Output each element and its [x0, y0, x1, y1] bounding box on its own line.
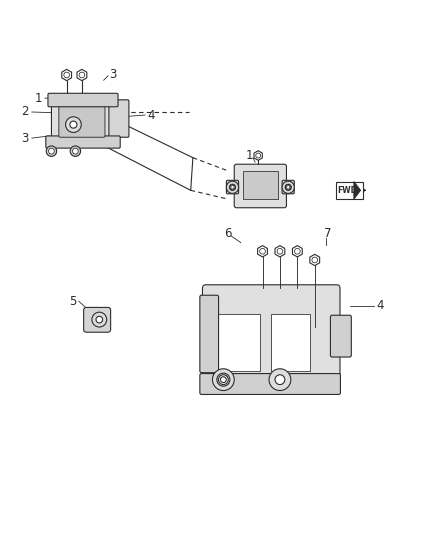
Text: 1: 1 [246, 149, 253, 162]
FancyBboxPatch shape [200, 295, 219, 373]
FancyBboxPatch shape [202, 285, 340, 387]
Circle shape [260, 248, 265, 254]
Circle shape [256, 153, 261, 158]
Polygon shape [275, 246, 285, 257]
Polygon shape [293, 246, 302, 257]
Circle shape [230, 184, 235, 190]
FancyBboxPatch shape [226, 180, 239, 194]
Text: 4: 4 [148, 109, 155, 122]
FancyBboxPatch shape [51, 99, 113, 142]
Circle shape [230, 184, 236, 190]
FancyBboxPatch shape [336, 182, 364, 199]
FancyBboxPatch shape [109, 100, 129, 137]
Text: 1: 1 [35, 92, 42, 104]
Circle shape [70, 121, 77, 128]
Circle shape [282, 181, 294, 193]
Circle shape [226, 181, 239, 193]
Polygon shape [354, 182, 360, 199]
Text: FWD: FWD [337, 186, 357, 195]
Polygon shape [258, 246, 268, 257]
Text: 5: 5 [70, 295, 77, 308]
Circle shape [79, 72, 85, 78]
FancyBboxPatch shape [200, 374, 340, 394]
Circle shape [220, 377, 226, 383]
Circle shape [286, 184, 291, 190]
Text: 6: 6 [224, 228, 231, 240]
FancyBboxPatch shape [234, 164, 286, 208]
FancyBboxPatch shape [48, 93, 118, 107]
FancyBboxPatch shape [330, 315, 351, 357]
FancyBboxPatch shape [84, 308, 111, 332]
Circle shape [217, 373, 230, 386]
Circle shape [275, 375, 285, 384]
Polygon shape [310, 254, 320, 265]
Polygon shape [254, 151, 262, 160]
Circle shape [312, 257, 318, 263]
Circle shape [231, 185, 234, 189]
Circle shape [285, 184, 291, 190]
FancyBboxPatch shape [59, 107, 105, 137]
Circle shape [70, 146, 81, 156]
Circle shape [49, 148, 54, 154]
Bar [243, 171, 278, 199]
Polygon shape [77, 69, 87, 80]
Circle shape [212, 369, 234, 391]
Text: 3: 3 [21, 133, 29, 146]
FancyBboxPatch shape [46, 136, 120, 148]
Text: 2: 2 [21, 106, 29, 118]
Circle shape [294, 248, 300, 254]
Polygon shape [62, 69, 71, 80]
Bar [271, 313, 311, 371]
Circle shape [66, 117, 81, 133]
Circle shape [286, 185, 290, 189]
Bar [215, 313, 260, 371]
Circle shape [96, 316, 102, 323]
Circle shape [64, 72, 70, 78]
Text: 7: 7 [324, 228, 332, 240]
Circle shape [92, 312, 107, 327]
Text: 4: 4 [376, 299, 384, 312]
Text: 3: 3 [109, 68, 116, 80]
Circle shape [277, 248, 283, 254]
Circle shape [219, 375, 228, 384]
Circle shape [269, 369, 291, 391]
Circle shape [46, 146, 57, 156]
FancyBboxPatch shape [282, 180, 294, 194]
Circle shape [73, 148, 78, 154]
